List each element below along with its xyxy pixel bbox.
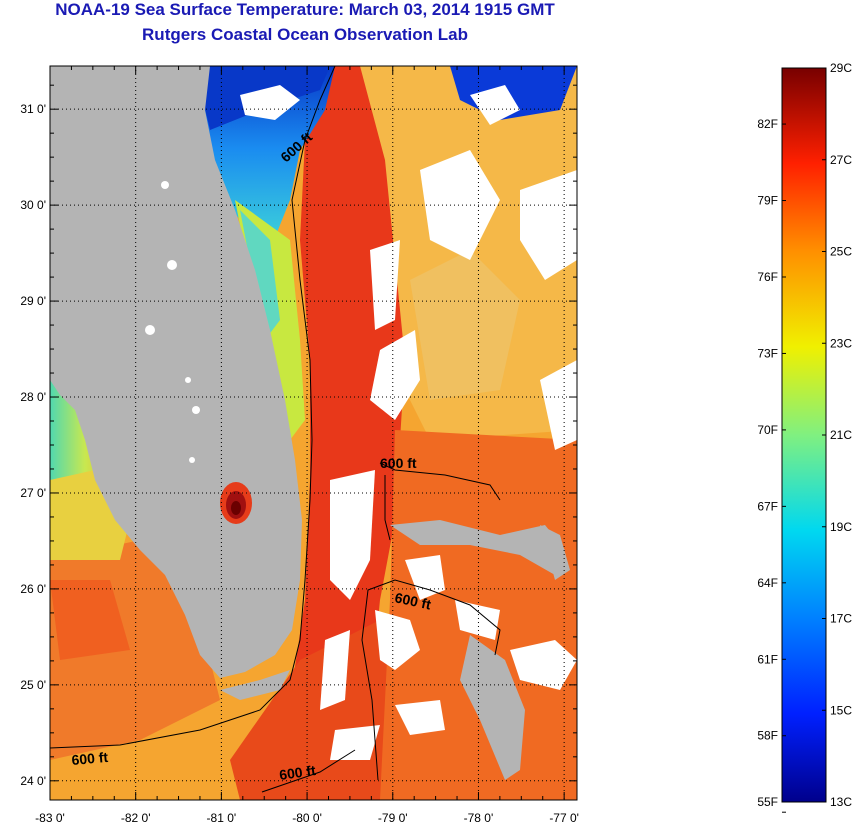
contour-label: 600 ft	[71, 749, 109, 768]
lat-tick-label: 30 0'	[20, 198, 46, 212]
lat-tick-label: 25 0'	[20, 678, 46, 692]
lat-tick-label: 31 0'	[20, 102, 46, 116]
colorbar-celsius-label: 29C	[830, 61, 852, 75]
colorbar-fahrenheit-label: 61F	[757, 652, 778, 666]
florida-land	[50, 66, 302, 678]
map-subtitle: Rutgers Coastal Ocean Observation Lab	[142, 25, 468, 44]
map-title: NOAA-19 Sea Surface Temperature: March 0…	[55, 0, 555, 19]
colorbar-celsius-label: 23C	[830, 336, 852, 350]
lat-tick-label: 24 0'	[20, 774, 46, 788]
andros-island	[460, 635, 525, 780]
colorbar-celsius-label: 27C	[830, 153, 852, 167]
colorbar-celsius-label: 21C	[830, 428, 852, 442]
colorbar	[781, 67, 827, 803]
lat-tick-label: 27 0'	[20, 486, 46, 500]
colorbar-labels: 29C 27C 25C 23C 21C 19C 17C 15C 13C 82F 79F 76F 73F 7…	[757, 61, 852, 813]
map-axes: 31 0' 30 0' 29 0' 28 0' 27 0' 26 0' 25 0' 24 0'…	[20, 66, 579, 825]
colorbar-fahrenheit-label: 67F	[757, 499, 778, 513]
lon-tick-label: -77 0'	[549, 811, 579, 825]
grand-bahama-island	[390, 520, 565, 575]
contour-label: 600 ft	[380, 455, 417, 471]
map-frame	[49, 65, 578, 801]
colorbar-fahrenheit-label: 82F	[757, 117, 778, 131]
colorbar-celsius-label: 25C	[830, 245, 852, 259]
sst-image: 600 ft 600 ft 600 ft 600 ft 600 ft	[50, 66, 577, 800]
depth-contour-600ft	[50, 66, 501, 793]
lon-tick-label: -83 0'	[35, 811, 65, 825]
atlantic-shelf-region	[330, 66, 577, 440]
colorbar-fahrenheit-label: 64F	[757, 576, 778, 590]
colorbar-celsius-label: 15C	[830, 703, 852, 717]
cloud-cover	[145, 85, 577, 760]
colorbar-celsius-label: 13C	[830, 795, 852, 809]
lon-tick-label: -79 0'	[378, 811, 408, 825]
colorbar-fahrenheit-label: 76F	[757, 270, 778, 284]
lon-tick-label: -82 0'	[121, 811, 151, 825]
contour-label: 600 ft	[393, 589, 432, 612]
colorbar-celsius-label: 17C	[830, 612, 852, 626]
colorbar-fahrenheit-label: 58F	[757, 729, 778, 743]
colorbar-celsius-label: 19C	[830, 520, 852, 534]
colorbar-fahrenheit-label: 73F	[757, 346, 778, 360]
florida-current	[260, 66, 405, 800]
lon-tick-label: -80 0'	[292, 811, 322, 825]
lon-tick-label: -81 0'	[207, 811, 237, 825]
lat-tick-label: 29 0'	[20, 294, 46, 308]
colorbar-fahrenheit-label: 70F	[757, 423, 778, 437]
lat-tick-label: 28 0'	[20, 390, 46, 404]
colorbar-fahrenheit-label: 79F	[757, 194, 778, 208]
lat-tick-label: 26 0'	[20, 582, 46, 596]
contour-label: 600 ft	[278, 762, 317, 783]
colorbar-fahrenheit-label: 55F	[757, 795, 778, 809]
lon-tick-label: -78 0'	[464, 811, 494, 825]
